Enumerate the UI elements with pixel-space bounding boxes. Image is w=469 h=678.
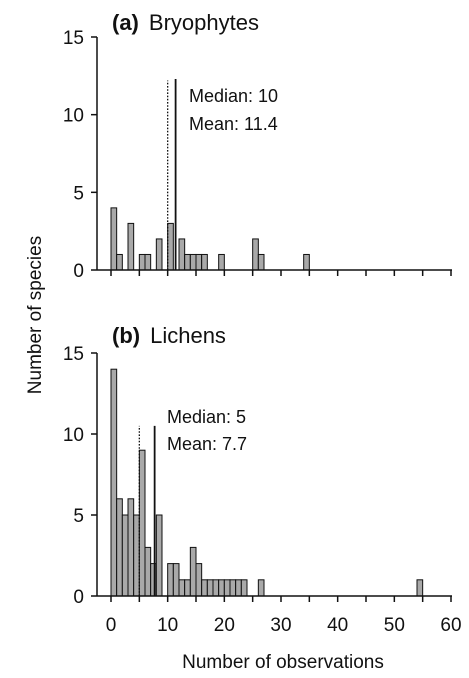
histogram-bar — [212, 579, 220, 597]
histogram-bar — [178, 579, 186, 597]
histogram-bar — [167, 563, 174, 597]
panel-b-mean-label: Mean: 7.7 — [167, 434, 247, 454]
y-tick-label: 10 — [63, 425, 84, 446]
histogram-bar — [195, 253, 203, 271]
panel-a-median-label: Median: 10 — [189, 86, 278, 106]
histogram-bar — [144, 253, 152, 271]
histogram-bar — [201, 253, 208, 271]
histogram-bar — [110, 368, 118, 597]
y-tick-label: 5 — [73, 183, 84, 204]
histogram-bar — [240, 579, 248, 597]
x-tick-label: 40 — [327, 615, 348, 636]
x-tick-label: 60 — [440, 615, 461, 636]
histogram-bar — [121, 514, 129, 597]
panel-b-x-ticks: 0 10 20 30 40 50 60 — [106, 596, 462, 636]
panel-a-title: (a) Bryophytes — [112, 10, 259, 35]
histogram-bar — [189, 253, 197, 271]
panel-a-mean-label: Mean: 11.4 — [189, 114, 278, 134]
histogram-bar — [138, 449, 146, 597]
histogram-bar — [110, 207, 118, 271]
panel-b-median-label: Median: 5 — [167, 407, 246, 427]
histogram-bar — [206, 579, 214, 597]
histogram-bar — [172, 563, 180, 597]
panel-a-y-ticks: 0 5 10 15 — [63, 28, 97, 282]
histogram-bar — [116, 498, 123, 597]
panel-a-bars — [110, 207, 310, 271]
histogram-bar — [416, 579, 424, 597]
panel-b-letter: (b) — [112, 323, 140, 348]
histogram-bar — [195, 563, 203, 597]
histogram-bar — [155, 238, 163, 271]
histogram-bar — [229, 579, 237, 597]
histogram-bar — [184, 579, 191, 597]
histogram-bar — [201, 579, 208, 597]
x-tick-label: 20 — [214, 615, 235, 636]
histogram-bar — [138, 253, 146, 271]
histogram-bar — [252, 238, 259, 271]
histogram-bar — [133, 514, 140, 597]
histogram-bar — [144, 546, 152, 597]
histogram-bar — [116, 253, 123, 271]
panel-b-name: Lichens — [150, 323, 226, 348]
y-tick-label: 0 — [73, 587, 84, 608]
x-tick-label: 50 — [384, 615, 405, 636]
histogram-bar — [257, 253, 265, 271]
panel-b-y-ticks: 0 5 10 15 — [63, 344, 97, 608]
histogram-bar — [167, 222, 174, 271]
histogram-bar — [127, 222, 135, 271]
x-tick-label: 0 — [106, 615, 117, 636]
histogram-bar — [218, 253, 225, 271]
panel-b-title: (b) Lichens — [112, 323, 226, 348]
histogram-bar — [218, 579, 225, 597]
histogram-bar — [178, 238, 186, 271]
histogram-bar — [223, 579, 231, 597]
histogram-bar — [189, 546, 197, 597]
y-tick-label: 15 — [63, 344, 84, 365]
panel-a-x-ticks — [110, 270, 452, 276]
histogram-bar — [127, 498, 135, 597]
y-tick-label: 15 — [63, 28, 84, 49]
x-tick-label: 30 — [270, 615, 291, 636]
panel-b-bars — [110, 368, 424, 597]
histogram-bar — [257, 579, 265, 597]
y-tick-label: 5 — [73, 506, 84, 527]
histogram-bar — [303, 253, 310, 271]
histogram-bar — [155, 514, 163, 597]
x-axis-title: Number of observations — [182, 652, 384, 673]
y-axis-title: Number of species — [25, 236, 46, 394]
histogram-bar — [235, 579, 242, 597]
y-tick-label: 10 — [63, 106, 84, 127]
panel-a-name: Bryophytes — [149, 10, 259, 35]
histogram-bar — [184, 253, 191, 271]
y-tick-label: 0 — [73, 261, 84, 282]
panel-b: (b) Lichens Median: 5 Mean: 7.7 0 5 10 15 0… — [63, 323, 462, 636]
panel-a: (a) Bryophytes Median: 10 Mean: 11.4 0 5 1… — [63, 10, 452, 282]
panel-a-letter: (a) — [112, 10, 139, 35]
x-tick-label: 10 — [157, 615, 178, 636]
